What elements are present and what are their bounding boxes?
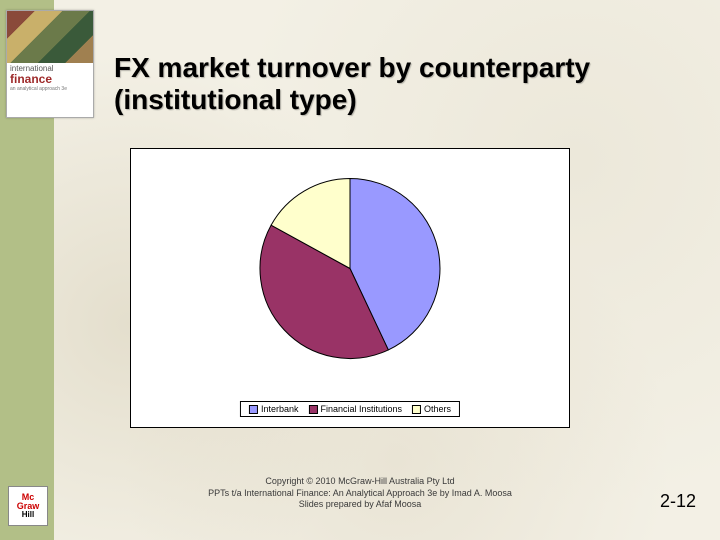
legend-item: Financial Institutions [308, 404, 402, 414]
pie-chart [250, 169, 450, 374]
legend-label: Financial Institutions [320, 404, 402, 414]
page-number: 2-12 [660, 491, 696, 512]
book-cover-title: international finance [7, 63, 93, 86]
copyright-footer: Copyright © 2010 McGraw-Hill Australia P… [0, 476, 720, 510]
legend-swatch [412, 405, 421, 414]
legend-swatch [308, 405, 317, 414]
legend-item: Others [412, 404, 451, 414]
chart-legend: Interbank Financial Institutions Others [240, 401, 460, 417]
legend-item: Interbank [249, 404, 299, 414]
legend-label: Interbank [261, 404, 299, 414]
slide-title: FX market turnover by counterparty (inst… [114, 52, 704, 116]
logo-bottom: Hill [22, 511, 34, 519]
book-cover-image [7, 11, 93, 63]
pie-chart-svg [250, 169, 450, 369]
footer-line-3: Slides prepared by Afaf Moosa [0, 499, 720, 510]
book-title-bigword: finance [10, 72, 52, 86]
footer-line-2: PPTs t/a International Finance: An Analy… [0, 488, 720, 499]
legend-swatch [249, 405, 258, 414]
legend-label: Others [424, 404, 451, 414]
footer-line-1: Copyright © 2010 McGraw-Hill Australia P… [0, 476, 720, 487]
pie-chart-frame: Interbank Financial Institutions Others [130, 148, 570, 428]
publisher-logo: Mc Graw Hill [8, 486, 48, 526]
book-subtitle: an analytical approach 3e [7, 86, 93, 94]
book-cover-thumbnail: international finance an analytical appr… [6, 10, 94, 118]
